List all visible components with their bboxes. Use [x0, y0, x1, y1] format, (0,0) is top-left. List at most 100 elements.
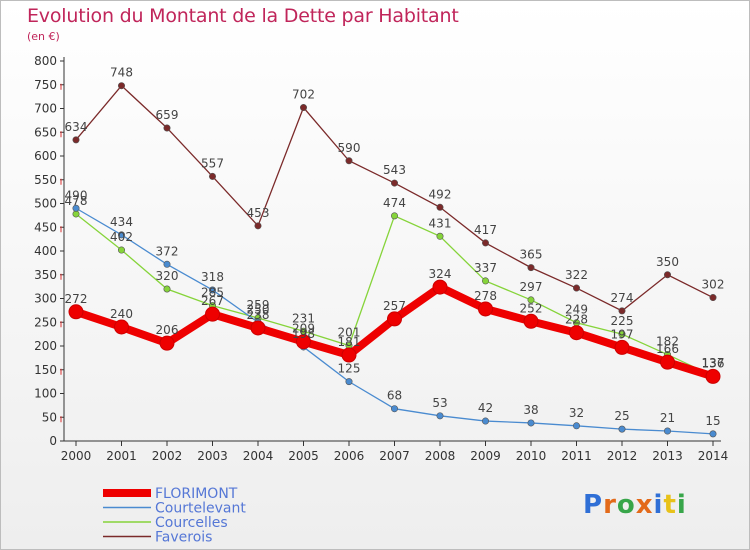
point-courtelevant	[709, 430, 717, 438]
y-tick-label: 350	[34, 268, 57, 282]
data-label-faverois: 543	[383, 163, 406, 177]
data-label-courtelevant: 490	[65, 188, 88, 202]
x-tick-label: 2001	[106, 449, 137, 463]
y-tick-label: 500	[34, 197, 57, 211]
data-label-courtelevant: 434	[110, 215, 133, 229]
point-florimont	[523, 313, 539, 329]
data-label-courtelevant: 38	[523, 403, 538, 417]
logo-letter: o	[616, 490, 636, 520]
legend-label-faverois: Faverois	[155, 530, 212, 546]
data-label-faverois: 274	[611, 291, 634, 305]
x-tick-label: 2003	[197, 449, 228, 463]
point-courtelevant	[345, 378, 353, 386]
point-florimont	[205, 306, 220, 322]
y-tick-label: 300	[34, 292, 57, 306]
point-courtelevant	[618, 425, 626, 433]
logo-letter: r	[603, 490, 617, 520]
point-florimont	[705, 368, 721, 384]
data-label-faverois: 492	[429, 187, 452, 201]
y-tick-label: 150	[34, 363, 57, 377]
x-tick-label: 2010	[516, 449, 547, 463]
point-faverois	[572, 284, 580, 292]
point-courtelevant	[572, 422, 580, 430]
point-florimont	[341, 347, 357, 363]
data-label-courcelles: 337	[474, 261, 497, 275]
point-faverois	[163, 124, 171, 132]
point-florimont	[614, 339, 630, 355]
point-florimont	[478, 301, 493, 317]
data-label-faverois: 634	[65, 120, 88, 134]
data-label-courtelevant: 198	[292, 327, 315, 341]
data-label-florimont: 240	[110, 307, 133, 321]
data-label-courcelles: 225	[611, 314, 634, 328]
point-courtelevant	[118, 231, 126, 239]
data-label-courcelles: 474	[383, 196, 406, 210]
chart-subtitle: (en €)	[27, 30, 60, 43]
point-florimont	[660, 354, 675, 370]
chart-title: Evolution du Montant de la Dette par Hab…	[27, 5, 459, 27]
logo-letter: x	[635, 490, 654, 520]
data-label-courcelles: 182	[656, 335, 679, 349]
data-label-courcelles: 137	[702, 356, 725, 370]
data-label-courtelevant: 250	[247, 302, 270, 316]
data-label-courtelevant: 32	[569, 406, 584, 420]
x-tick-label: 2011	[561, 449, 592, 463]
data-label-faverois: 659	[156, 108, 179, 122]
point-florimont	[296, 334, 311, 350]
data-label-faverois: 302	[702, 278, 725, 292]
point-courcelles	[527, 296, 535, 304]
point-faverois	[663, 271, 671, 279]
data-label-florimont: 206	[156, 323, 179, 337]
point-faverois	[390, 179, 398, 187]
data-label-courcelles: 201	[338, 326, 361, 340]
point-courtelevant	[436, 412, 444, 420]
x-tick-label: 2013	[652, 449, 683, 463]
point-florimont	[159, 335, 175, 351]
y-tick-label: 50	[42, 410, 57, 424]
x-tick-label: 2008	[425, 449, 456, 463]
point-florimont	[387, 311, 402, 327]
data-label-courtelevant: 25	[614, 409, 629, 423]
x-tick-label: 2005	[288, 449, 319, 463]
data-label-courcelles: 320	[156, 269, 179, 283]
data-label-faverois: 702	[292, 88, 315, 102]
point-courtelevant	[527, 419, 535, 427]
point-faverois	[299, 104, 307, 112]
point-faverois	[254, 222, 262, 230]
data-label-courtelevant: 15	[705, 414, 720, 428]
x-tick-label: 2009	[470, 449, 501, 463]
data-label-faverois: 557	[201, 156, 224, 170]
legend-label-courcelles: Courcelles	[155, 515, 228, 531]
logo-letter: i	[676, 490, 687, 520]
point-courcelles	[163, 285, 171, 293]
data-label-courtelevant: 125	[338, 362, 361, 376]
data-label-courtelevant: 53	[432, 396, 447, 410]
x-tick-label: 2006	[334, 449, 365, 463]
point-courcelles	[436, 232, 444, 240]
data-label-florimont: 209	[292, 322, 315, 336]
data-label-courtelevant: 42	[478, 401, 493, 415]
data-label-florimont: 272	[65, 292, 88, 306]
y-tick-label: 550	[34, 173, 57, 187]
series-layer	[68, 82, 721, 438]
point-faverois	[527, 264, 535, 272]
y-tick-label: 100	[34, 387, 57, 401]
point-faverois	[709, 294, 717, 302]
x-tick-label: 2014	[698, 449, 729, 463]
proxiti-logo: Proxiti	[583, 490, 687, 520]
y-tick-label: 800	[34, 54, 57, 68]
legend-label-courtelevant: Courtelevant	[155, 501, 246, 517]
point-faverois	[481, 239, 489, 247]
point-courtelevant	[209, 286, 217, 294]
point-faverois	[618, 307, 626, 315]
data-label-courcelles: 402	[110, 230, 133, 244]
data-label-florimont: 228	[565, 313, 588, 327]
data-label-florimont: 257	[383, 299, 406, 313]
point-faverois	[436, 203, 444, 211]
data-label-faverois: 350	[656, 255, 679, 269]
y-tick-label: 400	[34, 244, 57, 258]
point-courcelles	[618, 330, 626, 338]
y-tick-label: 450	[34, 220, 57, 234]
